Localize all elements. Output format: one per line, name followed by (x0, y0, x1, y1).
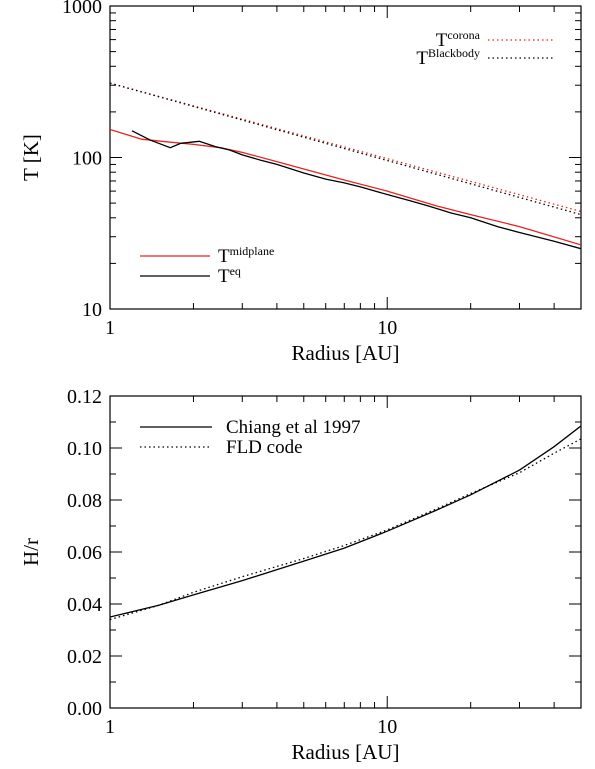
panel-2-y-tick-label: 0.08 (67, 490, 102, 512)
panel-2-group: 1 10 0.00 0.02 0.04 0.06 0.08 0.10 0.12 Radius [A… (19, 386, 582, 764)
panel-1-legend-label-sub: Blackbody (428, 46, 480, 60)
panel-2-series-line-1 (110, 425, 581, 618)
panel-2-x-tick-label: 1 (105, 716, 115, 738)
panel-1-legend-label-main: T (436, 30, 448, 51)
panel-1-legend-label-sub: eq (230, 264, 241, 278)
panel-2-y-axis-label: H/r (19, 538, 43, 566)
panel-2-y-tick-label: 0.00 (67, 698, 102, 720)
panel-2-y-tick-label: 0.04 (67, 594, 102, 616)
panel-1-legend-label-main: T (218, 246, 230, 267)
panel-2-series-line-2 (110, 438, 581, 621)
panel-1-y-axis-label: T [K] (19, 134, 43, 181)
panel-1-series-line-2 (110, 82, 581, 216)
panel-1-x-tick-label: 10 (377, 317, 397, 339)
panel-1-legend-label-3: Tmidplane (218, 244, 274, 267)
panel-1-frame (109, 5, 582, 310)
panel-2-y-tick-label: 0.02 (67, 646, 102, 668)
panel-2-legend-label-1: Chiang et al 1997 (226, 417, 361, 438)
panel-1-series-line-4 (131, 130, 581, 250)
panel-1-legend-label-1: Tcorona (436, 28, 481, 51)
panel-1-x-tick-label: 1 (105, 317, 115, 339)
panel-2-legend-label-2: FLD code (226, 437, 303, 458)
panel-1-legend-label-2: TBlackbody (416, 46, 480, 69)
panel-2-y-tick-label: 0.12 (67, 386, 102, 408)
panel-1-legend-label-sub: midplane (230, 244, 275, 258)
panel-2-frame (109, 395, 582, 709)
panel-2-y-tick-label: 0.06 (67, 542, 102, 564)
panel-1-x-axis-label: Radius [AU] (292, 341, 400, 365)
panel-2-x-tick-label: 10 (377, 716, 397, 738)
panel-1-legend-label-sub: corona (447, 28, 480, 42)
panel-1-legend-label-main: T (416, 48, 428, 69)
panel-1-legend-label-4: Teq (218, 264, 241, 287)
panel-1-y-tick-label: 10 (82, 299, 102, 321)
panel-1-series-line-3 (110, 128, 581, 246)
panel-1-legend-label-main: T (218, 266, 230, 287)
panel-2-x-axis-label: Radius [AU] (292, 740, 400, 764)
panel-2-y-tick-label: 0.10 (67, 438, 102, 460)
panel-1-y-tick-label: 1000 (62, 0, 102, 18)
panel-1-y-tick-label: 100 (72, 148, 102, 170)
